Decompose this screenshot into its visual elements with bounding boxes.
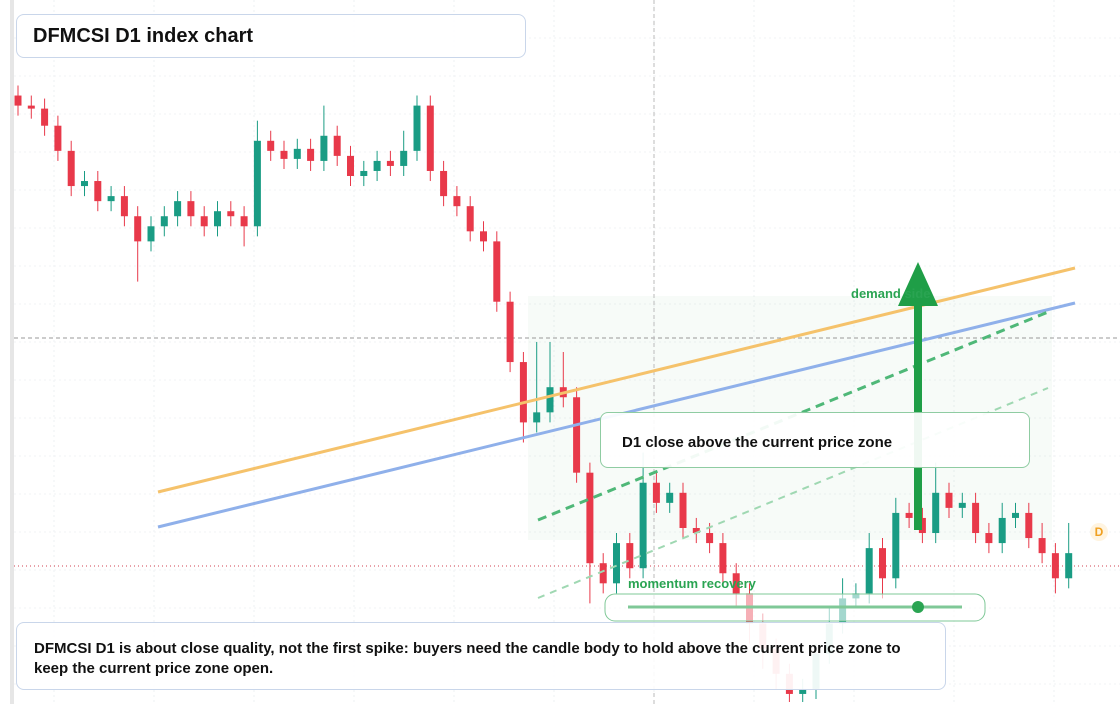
candle-body	[985, 533, 993, 544]
candle-body	[905, 512, 913, 518]
candle-body	[120, 196, 128, 217]
candle-body	[253, 140, 261, 227]
candle-body	[94, 181, 102, 202]
candle-body	[413, 105, 421, 151]
candle-body	[466, 206, 474, 232]
arrow-head	[898, 262, 938, 306]
candle-body	[719, 543, 727, 574]
candle-body	[214, 211, 221, 227]
candle-body	[14, 95, 22, 106]
candle-body	[533, 412, 541, 423]
candle-body	[493, 241, 501, 302]
candle-body	[692, 528, 700, 534]
candle-body	[280, 150, 288, 159]
candle-body	[134, 216, 142, 242]
candle-body	[998, 517, 1006, 544]
candle-body	[1065, 553, 1073, 579]
chart-title: DFMCSI D1 index chart	[16, 14, 526, 58]
badge: D	[1090, 523, 1108, 541]
candle-body	[599, 563, 607, 584]
candle-body	[639, 482, 647, 569]
candle-body	[200, 216, 208, 227]
slider-knob	[912, 601, 924, 613]
candle-body	[706, 533, 714, 544]
candle-body	[400, 150, 408, 166]
candle-body	[360, 170, 368, 176]
candle-body	[267, 140, 275, 151]
candle-body	[586, 472, 594, 564]
candle-body	[27, 105, 35, 109]
candle-body	[67, 150, 75, 187]
candle-body	[480, 231, 487, 242]
candle-body	[41, 108, 49, 126]
annotation: D1 close above the current price zone	[600, 412, 1030, 468]
candle-body	[440, 170, 448, 197]
candle-body	[1012, 512, 1019, 518]
note: DFMCSI D1 is about close quality, not th…	[16, 622, 946, 690]
candle-body	[333, 135, 341, 156]
candle-body	[666, 492, 674, 503]
candle-body	[799, 688, 807, 694]
candle-body	[918, 517, 926, 534]
candle-body	[1038, 538, 1046, 554]
candle-body	[147, 226, 155, 242]
candle-body	[81, 181, 88, 187]
candle-body	[386, 160, 394, 166]
candle-body	[54, 125, 62, 151]
candle-body	[519, 362, 527, 423]
candle-body	[373, 160, 381, 171]
candle-body	[879, 548, 886, 579]
candle-body	[293, 148, 301, 159]
candle-body	[307, 148, 315, 161]
candle-body	[227, 211, 235, 217]
candle-body	[174, 201, 182, 217]
annotation: demand side	[851, 286, 931, 301]
candle-body	[546, 387, 554, 413]
candle-body	[932, 492, 940, 534]
candle-body	[453, 196, 461, 207]
candle-body	[506, 301, 514, 363]
candle-body	[107, 196, 115, 202]
candle-body	[426, 105, 434, 171]
candle-body	[679, 492, 687, 528]
left-edge	[10, 0, 14, 704]
candle-body	[972, 502, 980, 534]
candle-body	[187, 201, 195, 217]
candle-body	[1051, 553, 1059, 579]
candle-body	[347, 155, 354, 176]
candle-body	[320, 135, 328, 161]
candle-body	[1025, 512, 1033, 539]
candle-body	[732, 573, 740, 594]
candle-body	[892, 512, 900, 579]
candle-body	[945, 492, 953, 508]
candle-body	[652, 482, 660, 503]
annotation: momentum recovery	[628, 576, 756, 591]
candle-body	[958, 502, 966, 508]
candle-body	[240, 216, 248, 227]
candle-body	[613, 543, 620, 584]
candle-body	[865, 548, 873, 594]
candle-body	[573, 397, 581, 473]
candle-body	[626, 543, 634, 569]
candle-body	[160, 216, 168, 227]
